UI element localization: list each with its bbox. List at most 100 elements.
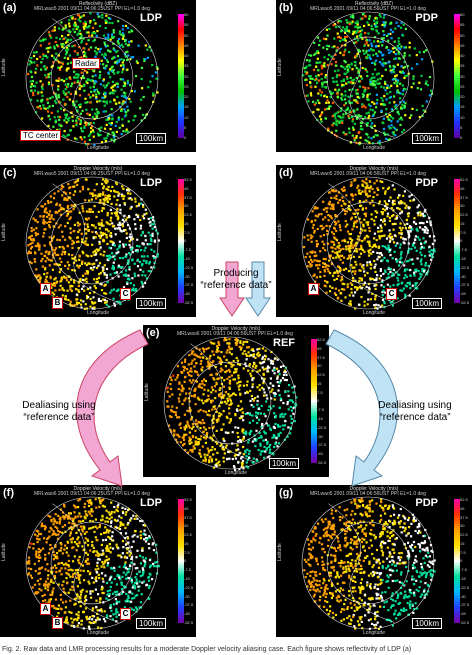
panel-label: (g) (279, 487, 294, 499)
colorbar-tick: -30 (317, 433, 323, 439)
colorbar-tick: 22.5 (184, 532, 192, 538)
radar-echoes (166, 337, 298, 471)
radar-echoes (302, 13, 434, 146)
panel-e: 52.5 45 37.5 30 22.5 15 7.5 0 -7.5 -15 -22.5 -30 -37… (143, 325, 329, 477)
colorbar-tick: -30 (460, 593, 466, 599)
latitude-label: Latitude (1, 58, 7, 76)
dealias-left-label: Dealiasing using “reference data” (4, 400, 114, 424)
range-scale: 100km (135, 298, 166, 309)
colorbar-ticks: 60 55 50 45 40 35 30 25 20 15 10 5 0 (460, 12, 472, 140)
colorbar-tick: 0 (184, 238, 187, 244)
colorbar-tick: -37.5 (460, 282, 470, 288)
range-ring (50, 201, 134, 285)
colorbar-tick: 30 (460, 73, 465, 79)
colorbar-tick: 15 (184, 104, 189, 110)
radar-image-f (25, 496, 160, 631)
colorbar-tick: 22.5 (184, 212, 192, 218)
colorbar-tick: 37.5 (317, 354, 325, 360)
radar-echoes (26, 497, 160, 631)
colorbar-tick: -37.5 (184, 282, 194, 288)
colorbar-tick: -22.5 (317, 424, 327, 430)
marker-B: B (52, 617, 63, 629)
panel-title: Doppler Velocity (m/s) (211, 326, 261, 332)
panel-type: LDP (140, 177, 162, 189)
colorbar-tick: 0 (184, 135, 187, 140)
colorbar (454, 499, 460, 623)
dealias-left-text: Dealiasing using (22, 400, 96, 411)
colorbar-tick: -52.5 (460, 619, 470, 625)
range-scale: 100km (268, 458, 299, 469)
colorbar-tick: -37.5 (317, 442, 327, 448)
colorbar-tick: 5 (184, 124, 187, 130)
colorbar-tick: 52.5 (460, 177, 468, 182)
colorbar-tick: -15 (317, 416, 323, 422)
panel-label: (d) (279, 167, 294, 179)
colorbar-tick: -30 (184, 593, 190, 599)
longitude-label: Longitude (87, 630, 109, 636)
colorbar-tick: -7.5 (460, 247, 467, 253)
longitude-label: Longitude (363, 145, 385, 151)
range-ring (326, 36, 410, 120)
colorbar-ticks: 60 55 50 45 40 35 30 25 20 15 10 5 0 (184, 12, 196, 140)
colorbar-tick: 0 (460, 135, 463, 140)
tc-center-label: TC center (20, 130, 62, 141)
colorbar-tick: 7.5 (460, 229, 466, 235)
longitude-label: Longitude (225, 470, 247, 476)
colorbar (178, 499, 184, 623)
colorbar-tick: 50 (184, 32, 189, 38)
panel-title: Doppler Velocity (m/s) (73, 486, 123, 492)
colorbar-tick: 52.5 (317, 337, 325, 342)
colorbar-tick: -15 (184, 256, 190, 262)
panel-subtitle: MRLwao5 2001 09/11 04:06:56UST PPI EL=1.… (310, 6, 426, 12)
colorbar-tick: 15 (184, 540, 189, 546)
colorbar-ticks: 52.5 45 37.5 30 22.5 15 7.5 0 -7.5 -15 -22.5 -30 -37… (184, 497, 196, 625)
colorbar-tick: 15 (317, 380, 322, 386)
panel-type: LDP (140, 12, 162, 24)
radar-image-d (301, 176, 436, 310)
colorbar-tick: 30 (460, 203, 465, 209)
range-ring (25, 11, 159, 145)
panel-title: Reflectivity (dBZ) (78, 1, 118, 7)
range-ring (50, 521, 134, 605)
colorbar-tick: -15 (460, 576, 466, 582)
radar-image-c (25, 176, 160, 310)
colorbar-tick: 20 (184, 94, 189, 99)
panel-subtitle: MRLwao6 2001 09/11 04:06:25UST PPI EL=1.… (34, 491, 150, 497)
colorbar-tick: 45 (460, 185, 465, 191)
colorbar-tick: 35 (460, 63, 465, 69)
colorbar-tick: 20 (460, 94, 465, 99)
colorbar (178, 14, 184, 138)
coastline (328, 503, 395, 623)
panel-g: 52.5 45 37.5 30 22.5 15 7.5 0 -7.5 -15 -22.5 -30 -37… (276, 485, 472, 637)
colorbar-tick: 60 (184, 12, 189, 17)
range-scale: 100km (411, 618, 442, 629)
range-ring (188, 361, 272, 445)
longitude-label: Longitude (363, 310, 385, 316)
coastline (328, 183, 395, 303)
panel-c: 52.5 45 37.5 30 22.5 15 7.5 0 -7.5 -15 -22.5 -30 -37… (0, 165, 196, 317)
colorbar-tick: 25 (460, 83, 465, 89)
colorbar-tick: 22.5 (317, 372, 325, 378)
dealias-right-ref: “reference data” (379, 412, 451, 423)
radar-label: Radar (72, 58, 100, 69)
range-ring (25, 176, 159, 310)
colorbar-tick: 52.5 (184, 177, 192, 182)
colorbar-tick: -52.5 (184, 299, 194, 305)
radar-echoes (27, 178, 160, 310)
range-ring (301, 496, 435, 630)
colorbar-tick: 0 (317, 398, 320, 404)
radar-image-e (163, 336, 298, 471)
latitude-label: Latitude (1, 543, 7, 561)
colorbar-tick: -45 (317, 451, 323, 457)
colorbar-tick: 25 (184, 83, 189, 89)
colorbar-tick: 7.5 (184, 229, 190, 235)
colorbar-tick: 60 (460, 12, 465, 17)
colorbar-tick: -37.5 (460, 602, 470, 608)
colorbar (311, 339, 317, 463)
latitude-label: Latitude (277, 58, 283, 76)
coastline (52, 503, 119, 623)
panel-subtitle: MRLwao5 2001 09/11 04:06:25UST PPI EL=1.… (34, 171, 150, 177)
coastline (190, 343, 257, 463)
marker-A: A (308, 283, 319, 295)
figure-caption: Fig. 2. Raw data and LMR processing resu… (2, 646, 412, 653)
